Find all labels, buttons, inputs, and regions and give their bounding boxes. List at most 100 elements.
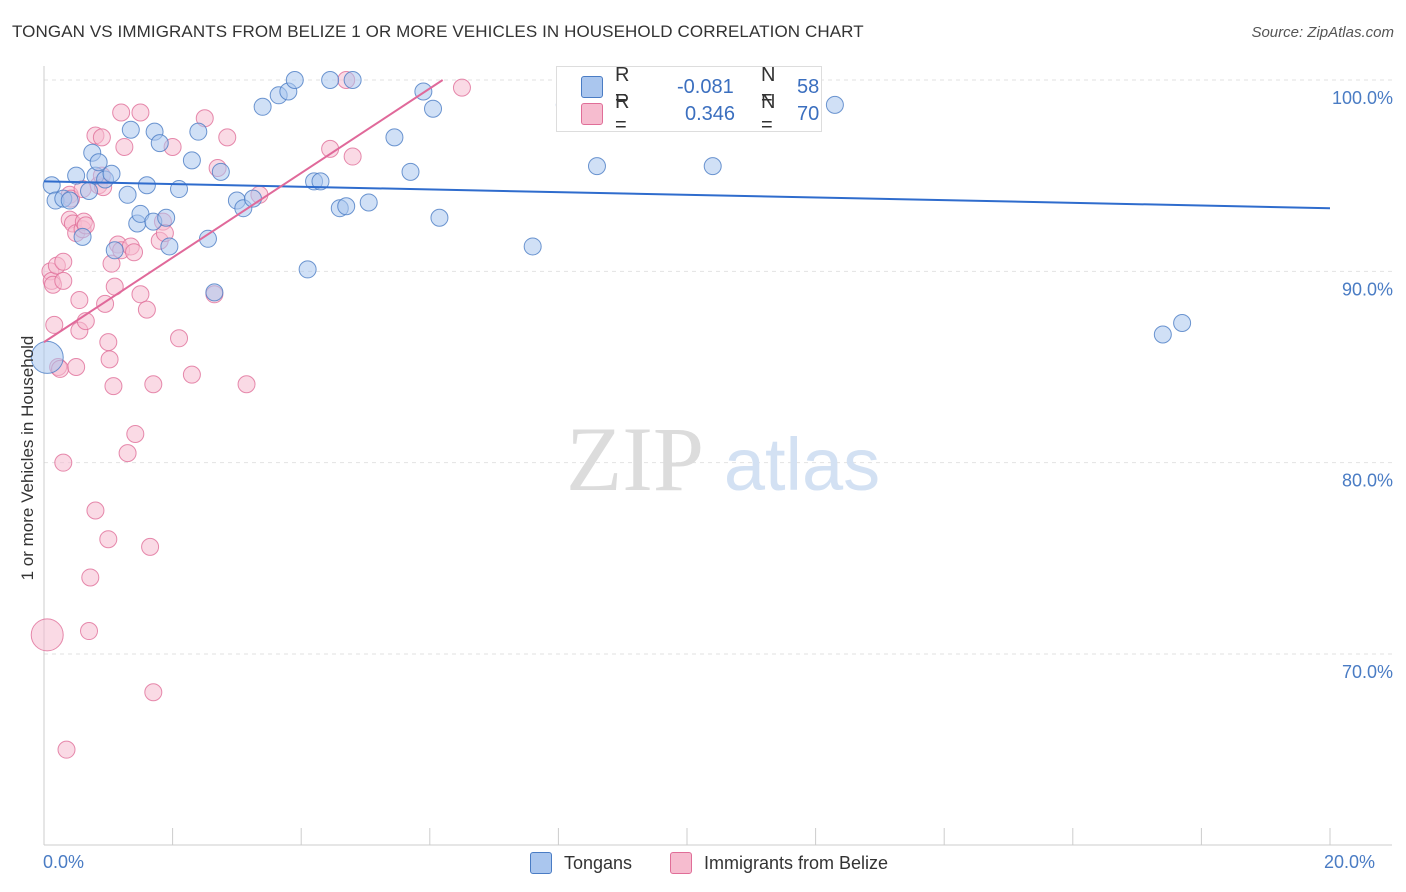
legend-n-label: N = (761, 64, 776, 109)
belize-trend-line (43, 79, 444, 343)
legend-r-label: R = (615, 64, 630, 109)
x-tick-label-max: 20.0% (1324, 852, 1376, 872)
source-label: Source: ZipAtlas.com (1251, 24, 1394, 41)
tongan-point (118, 185, 137, 204)
tongan-point (137, 176, 156, 195)
tongan-point (182, 151, 201, 170)
belize-point (115, 137, 134, 156)
watermark: ZIP atlas (566, 408, 880, 510)
tongan-point (285, 71, 304, 89)
tongans-swatch (581, 76, 603, 98)
grid-lines (44, 79, 1392, 655)
tongan-point (89, 153, 108, 172)
legend-item-belize[interactable]: Immigrants from Belize (670, 852, 888, 874)
belize-point (30, 618, 64, 652)
watermark-atlas: atlas (724, 423, 880, 506)
legend-n-label: N = (761, 91, 776, 136)
tongan-point (42, 176, 61, 195)
tongan-point (80, 181, 99, 200)
tongan-point (1173, 313, 1192, 332)
y-tick-label: 100.0% (1332, 88, 1393, 108)
belize-point (144, 683, 163, 702)
belize-point (100, 350, 119, 369)
legend-r-value: 0.346 (685, 102, 736, 125)
legend-n-value: 70 (797, 102, 820, 125)
belize-point (137, 300, 156, 319)
watermark-zip: ZIP (566, 408, 704, 510)
tongan-point (359, 193, 378, 212)
legend-label-tongans: Tongans (564, 852, 633, 873)
belize-point (237, 375, 256, 394)
belize-point (218, 128, 237, 147)
belize-point (118, 444, 137, 463)
belize-point (131, 103, 150, 122)
belize-point (67, 358, 86, 376)
y-tick-label: 70.0% (1342, 662, 1393, 682)
tongan-point (430, 208, 449, 227)
y-tick-label: 90.0% (1342, 279, 1393, 299)
tongans-swatch (530, 852, 552, 874)
belize-point (45, 315, 64, 334)
correlation-legend: R = -0.081 N = 58 R = 0.346 N = 70 (556, 64, 822, 136)
tongan-point (60, 191, 79, 210)
tongan-point (825, 95, 844, 114)
belize-point (99, 333, 118, 352)
tongan-point (337, 197, 356, 216)
tongan-trend-line (43, 180, 1331, 210)
tongan-point (401, 162, 420, 181)
belize-point (144, 375, 163, 394)
tongan-point (150, 134, 169, 153)
legend-n-value: 58 (797, 75, 820, 98)
belize-point (104, 377, 123, 396)
belize-swatch (581, 103, 603, 125)
belize-point (182, 365, 201, 384)
tongan-point (587, 157, 606, 176)
trend-lines (43, 79, 1331, 343)
tongan-point (424, 99, 443, 118)
tongan-point (189, 122, 208, 141)
axes (43, 66, 1392, 846)
tongan-point (160, 237, 179, 256)
belize-point (125, 243, 144, 262)
tongan-point (102, 164, 121, 183)
belize-point (86, 501, 105, 520)
y-axis-label: 1 or more Vehicles in Household (18, 335, 37, 581)
tongan-point (121, 120, 140, 139)
belize-point (81, 568, 100, 587)
tongan-point (157, 208, 176, 227)
legend-r-label: R = (615, 91, 630, 136)
tongan-point (205, 283, 224, 302)
belize-point (452, 78, 471, 97)
belize-point (170, 329, 189, 348)
tongan-point (105, 241, 124, 260)
belize-swatch (670, 852, 692, 874)
belize-point (57, 740, 76, 759)
belize-point (54, 252, 73, 271)
belize-point (343, 147, 362, 166)
tongan-point (523, 237, 542, 256)
tongan-point (211, 162, 230, 181)
x-tick-label-min: 0.0% (43, 852, 85, 872)
belize-point (70, 291, 89, 310)
belize-point (99, 530, 118, 549)
tongan-point (321, 71, 340, 89)
legend-item-tongans[interactable]: Tongans (530, 852, 632, 874)
belize-point (92, 128, 111, 147)
tongan-point (385, 128, 404, 147)
tongan-point (343, 71, 362, 89)
belize-point (54, 271, 73, 290)
tongan-point (67, 166, 86, 185)
legend-label-belize: Immigrants from Belize (704, 852, 889, 873)
belize-point (112, 103, 131, 122)
belize-point (54, 453, 73, 472)
belize-point (131, 285, 150, 304)
tongan-point (298, 260, 317, 279)
chart-title: TONGAN VS IMMIGRANTS FROM BELIZE 1 OR MO… (12, 22, 864, 41)
y-tick-labels: 70.0% 80.0% 90.0% 100.0% (1332, 88, 1393, 682)
tongan-point (30, 340, 64, 374)
series-legend: Tongans Immigrants from Belize (0, 852, 1406, 878)
tongan-point (253, 97, 272, 116)
y-tick-label: 80.0% (1342, 471, 1393, 491)
tongan-point (311, 172, 330, 191)
